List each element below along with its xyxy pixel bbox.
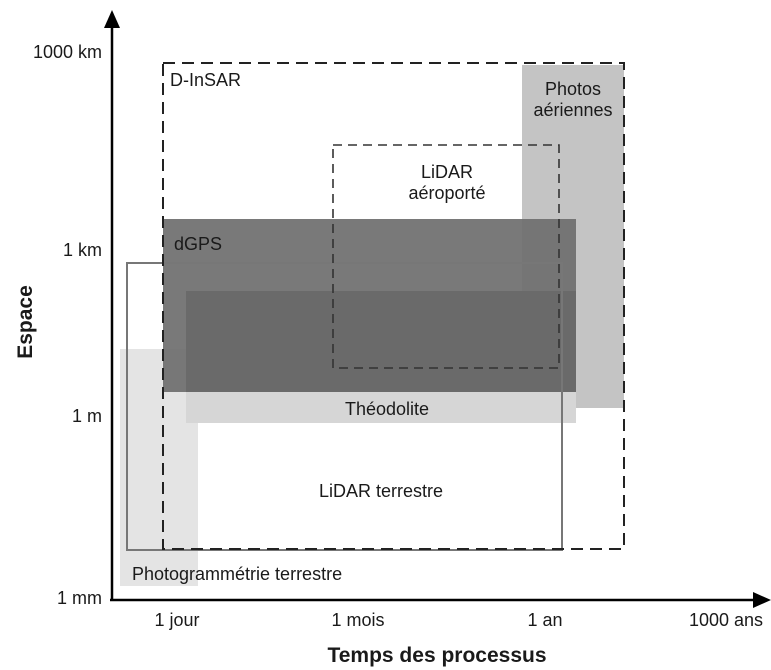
lidar-terrestre-label: LiDAR terrestre (319, 481, 443, 501)
photos-label-line1: Photos (545, 79, 601, 99)
lidar-terrestre-label-bg (311, 467, 451, 515)
dgps-label: dGPS (174, 234, 222, 254)
dinsar-region (162, 62, 625, 550)
lidar-aeroporte-label-line2: aéroporté (408, 183, 485, 203)
y-tick-1km: 1 km (63, 240, 102, 260)
y-tick-1mm: 1 mm (57, 588, 102, 608)
y-axis-arrow-icon (104, 10, 120, 28)
theodolite-label: Théodolite (345, 399, 429, 419)
x-tick-1jour: 1 jour (154, 610, 199, 630)
y-axis-title: Espace (14, 285, 37, 359)
x-tick-1000ans: 1000 ans (689, 610, 763, 630)
photos-label-line2: aériennes (533, 100, 612, 120)
dinsar-label: D-InSAR (170, 70, 241, 90)
x-tick-1an: 1 an (527, 610, 562, 630)
x-axis-arrow-icon (753, 592, 771, 608)
x-tick-1mois: 1 mois (331, 610, 384, 630)
y-tick-1m: 1 m (72, 406, 102, 426)
dgps-theodolite-overlap (186, 291, 576, 392)
lidar-aeroporte-label-line1: LiDAR (421, 162, 473, 182)
x-axis-title: Temps des processus (327, 644, 546, 667)
y-tick-1000km: 1000 km (33, 42, 102, 62)
lidar-aeroporte-region (332, 144, 560, 369)
photogrammetrie-label: Photogrammétrie terrestre (132, 564, 342, 584)
